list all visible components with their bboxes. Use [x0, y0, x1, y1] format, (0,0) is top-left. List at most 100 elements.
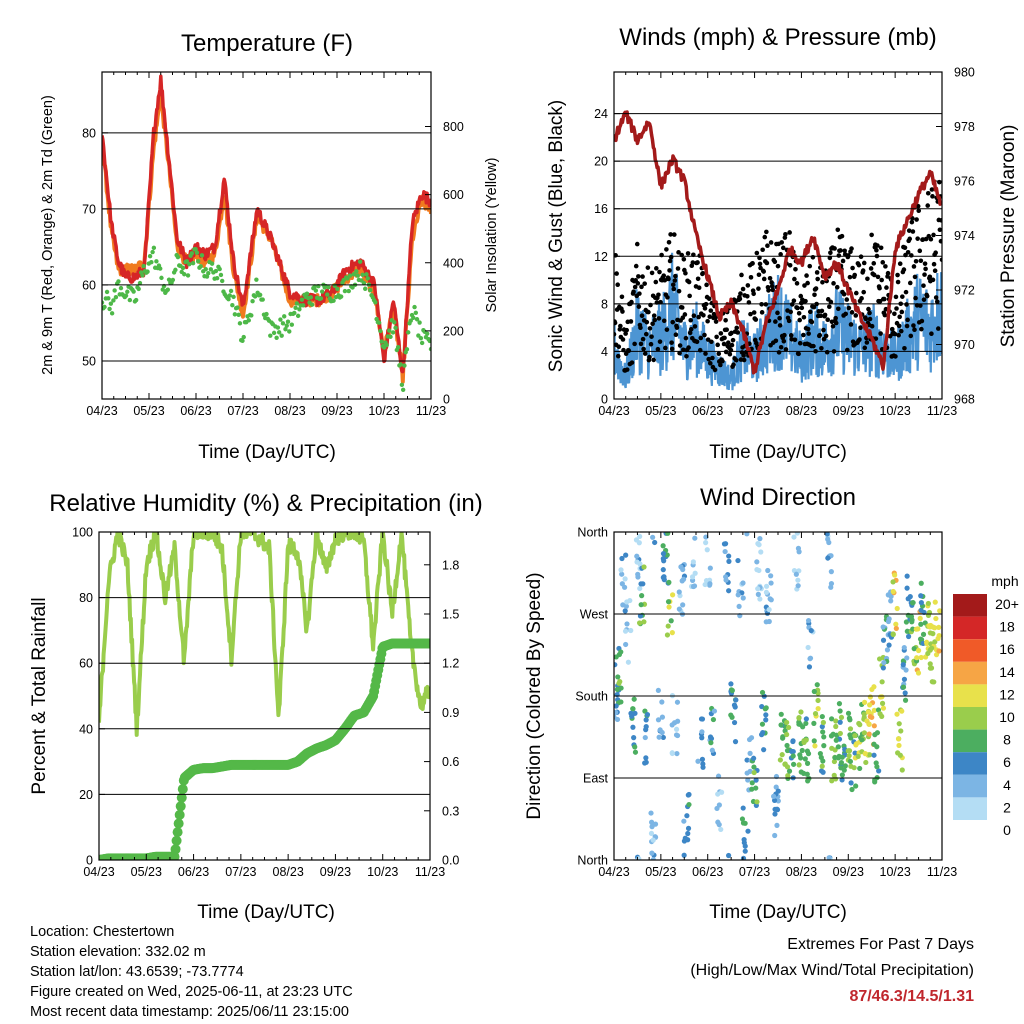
direction-ylabel-left: Direction (Colored By Speed): [524, 572, 545, 819]
dewpoint-point: [257, 292, 263, 298]
gust-point: [902, 345, 907, 351]
station-info: Location: Chestertown Station elevation:…: [30, 922, 353, 1022]
dewpoint-point: [230, 302, 235, 308]
direction-point: [659, 714, 666, 720]
gust-point: [714, 334, 719, 340]
direction-point: [829, 745, 835, 751]
direction-point: [796, 762, 802, 768]
gust-point: [882, 312, 888, 318]
x-tick-label: 04/23: [598, 865, 629, 879]
x-tick-label: 08/23: [274, 404, 305, 418]
dewpoint-point: [368, 288, 373, 293]
gust-point: [718, 362, 723, 368]
gust-point: [646, 309, 651, 315]
y-tick-label: 40: [79, 722, 93, 736]
dewpoint-point: [195, 259, 201, 264]
direction-point: [642, 734, 648, 741]
direction-point: [885, 592, 891, 598]
dewpoint-point: [131, 289, 136, 294]
dewpoint-point: [249, 313, 254, 318]
direction-point: [927, 661, 933, 667]
direction-point: [680, 602, 686, 608]
gust-point: [760, 247, 765, 253]
direction-point: [855, 753, 861, 760]
direction-point: [616, 651, 622, 658]
gust-point: [897, 261, 903, 267]
y2-tick-label: 1.5: [442, 608, 459, 622]
gust-point: [918, 258, 924, 264]
gust-point: [619, 294, 625, 300]
dewpoint-point: [246, 318, 251, 323]
direction-point: [931, 625, 938, 631]
direction-point: [784, 719, 790, 726]
gust-point: [661, 273, 667, 278]
direction-point: [762, 706, 768, 712]
gust-point: [773, 338, 779, 344]
gust-point: [690, 260, 696, 265]
direction-point: [669, 630, 675, 636]
direction-point: [650, 534, 656, 540]
gust-point: [789, 302, 795, 307]
direction-point: [703, 534, 709, 540]
direction-point: [650, 837, 656, 843]
gust-point: [909, 253, 914, 258]
direction-point: [884, 647, 891, 653]
dewpoint-point: [289, 322, 295, 327]
gust-point: [670, 319, 676, 325]
gust-point: [772, 259, 778, 265]
direction-point: [751, 755, 757, 761]
y2-tick-label: 0.6: [442, 755, 459, 769]
colorbar-swatch: [953, 707, 987, 730]
direction-point: [839, 777, 845, 783]
gust-point: [614, 271, 619, 276]
gust-point: [907, 236, 913, 242]
direction-point: [685, 837, 691, 843]
direction-point: [918, 607, 924, 613]
gust-point: [798, 293, 804, 299]
gust-point: [836, 306, 841, 312]
gust-point: [933, 250, 938, 256]
precip-point: [174, 809, 185, 820]
direction-point: [867, 752, 873, 758]
direction-point: [755, 586, 761, 592]
dewpoint-point: [175, 254, 181, 260]
direction-point: [867, 694, 873, 700]
dewpoint-point: [118, 285, 124, 291]
gust-point: [931, 261, 937, 267]
direction-point: [618, 699, 624, 705]
dewpoint-point: [232, 312, 238, 317]
direction-point: [852, 750, 858, 756]
y2-tick-label: 976: [954, 175, 975, 189]
direction-point: [928, 665, 935, 671]
direction-panel: Wind Direction 04/23 05/23 06/23 07/23 08/23…: [524, 484, 1019, 923]
direction-point: [649, 850, 655, 856]
dewpoint-point: [250, 299, 255, 304]
direction-point: [756, 567, 762, 574]
y2-tick-label: 0.0: [442, 854, 459, 868]
info-location: Location: Chestertown: [30, 924, 175, 940]
direction-point: [851, 765, 857, 771]
direction-point: [805, 617, 812, 624]
dewpoint-point: [240, 338, 245, 344]
direction-point: [876, 768, 882, 774]
direction-point: [866, 731, 872, 737]
gust-point: [909, 219, 915, 225]
gust-point: [648, 341, 654, 347]
dewpoint-point: [226, 296, 231, 302]
gust-point: [773, 319, 778, 324]
direction-point: [866, 721, 872, 727]
direction-point: [771, 797, 778, 804]
dewpoint-point: [360, 272, 365, 277]
gust-point: [850, 265, 855, 271]
gust-point: [858, 325, 863, 331]
x-tick-label: 11/23: [416, 404, 446, 418]
y2-tick-label: 0.9: [442, 706, 459, 720]
gust-point: [668, 254, 674, 260]
x-tick-label: 07/23: [227, 404, 258, 418]
dewpoint-point: [363, 286, 368, 291]
gust-point: [807, 309, 813, 315]
direction-point: [815, 697, 821, 704]
direction-point: [798, 755, 804, 761]
dewpoint-point: [338, 294, 344, 299]
x-tick-label: 11/23: [927, 865, 957, 879]
